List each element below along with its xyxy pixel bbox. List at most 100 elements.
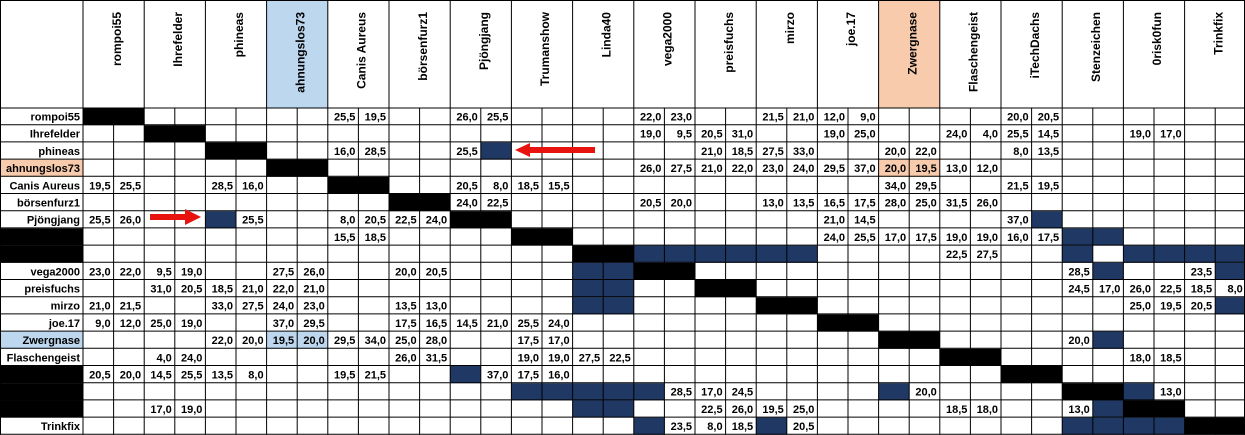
blocked-cell [572,383,604,401]
score: 15,5 [334,232,355,244]
blocked-cell [1062,417,1093,435]
score: 8,0 [707,421,722,433]
label-highlight [0,331,83,349]
score: 20,0 [885,146,906,158]
blocked-cell [1062,228,1093,246]
blocked-cell [1062,245,1093,263]
score: 37,0 [487,370,508,382]
score: 24,5 [1068,284,1089,296]
score: 19,0 [181,318,202,330]
score: 20,0 [120,370,141,382]
score: 34,0 [885,180,906,192]
score: 25,0 [150,318,171,330]
score: 4,0 [983,129,998,141]
score: 23,0 [762,163,783,175]
score: 22,5 [487,198,508,210]
column-header: Trinkfix [1211,12,1225,55]
score: 23,5 [1191,266,1212,278]
blocked-cell [603,297,634,315]
score: 26,0 [977,198,998,210]
score: 20,5 [365,215,386,227]
score: 24,0 [181,352,202,364]
score: 24,0 [426,215,447,227]
score: 25,5 [334,112,355,124]
score: 20,0 [1007,112,1028,124]
column-header: Canis Aureus [355,12,369,89]
label-highlight [0,383,83,401]
column-header: börsenfurz1 [416,12,430,81]
score: 25,5 [518,318,539,330]
score: 25,0 [395,335,416,347]
score: 19,0 [181,404,202,416]
blocked-cell [1184,245,1216,263]
row-label: Linda40 [38,249,80,261]
score: 12,0 [824,112,845,124]
row-label: mirzo [51,301,81,313]
score: 19,0 [181,266,202,278]
score: 9,0 [95,318,110,330]
score: 28,5 [365,146,386,158]
header-highlight [878,0,940,108]
score: 25,0 [1130,301,1151,313]
row-label: Trinkfix [41,421,81,433]
column-header: Linda40 [599,12,613,58]
score: 26,0 [456,112,477,124]
row-label: Zwergnase [23,335,80,347]
score: 25,0 [915,198,936,210]
blocked-cell [1123,417,1154,435]
row-label: Trumanshow [12,232,80,244]
column-header: rompoi55 [110,12,124,66]
score: 22,5 [609,352,630,364]
score: 20,5 [426,266,447,278]
score: 25,5 [456,146,477,158]
score: 31,0 [150,284,171,296]
score: 19,5 [1038,180,1059,192]
score: 19,5 [273,335,294,347]
score: 33,0 [793,146,814,158]
blocked-cell [1215,297,1245,315]
score: 20,5 [181,284,202,296]
score: 24,0 [824,232,845,244]
score: 28,0 [426,335,447,347]
score: 20,0 [395,266,416,278]
blocked-cell [1092,331,1124,349]
score: 24,0 [946,129,967,141]
column-header: mirzo [783,12,797,44]
score: 21,0 [824,215,845,227]
score: 20,5 [793,421,814,433]
score: 14,5 [456,318,477,330]
score: 19,5 [365,112,386,124]
score: 25,0 [793,404,814,416]
score: 23,0 [303,301,324,313]
score: 27,5 [762,146,783,158]
score: 16,0 [334,146,355,158]
score: 19,5 [762,404,783,416]
blocked-cell [1215,262,1245,280]
score: 25,0 [854,129,875,141]
score: 17,0 [885,232,906,244]
score: 20,0 [915,387,936,399]
score: 20,0 [671,198,692,210]
score: 14,5 [854,215,875,227]
score: 24,0 [273,301,294,313]
score: 20,5 [640,198,661,210]
score: 25,5 [181,370,202,382]
blocked-cell [603,400,634,418]
score: 8,0 [340,215,355,227]
score: 22,0 [915,146,936,158]
score: 21,5 [1007,180,1028,192]
score: 21,0 [89,301,110,313]
blocked-cell [756,245,787,263]
score: 18,0 [977,404,998,416]
row-label: Flaschengeist [7,352,81,364]
score: 12,0 [977,163,998,175]
score: 17,0 [150,404,171,416]
score: 8,0 [1228,284,1243,296]
score: 20,0 [303,335,324,347]
score: 21,0 [701,163,722,175]
column-header: phineas [232,12,246,58]
row-label: börsenfurz1 [17,198,80,210]
score: 24,0 [456,198,477,210]
score: 17,0 [1099,284,1120,296]
